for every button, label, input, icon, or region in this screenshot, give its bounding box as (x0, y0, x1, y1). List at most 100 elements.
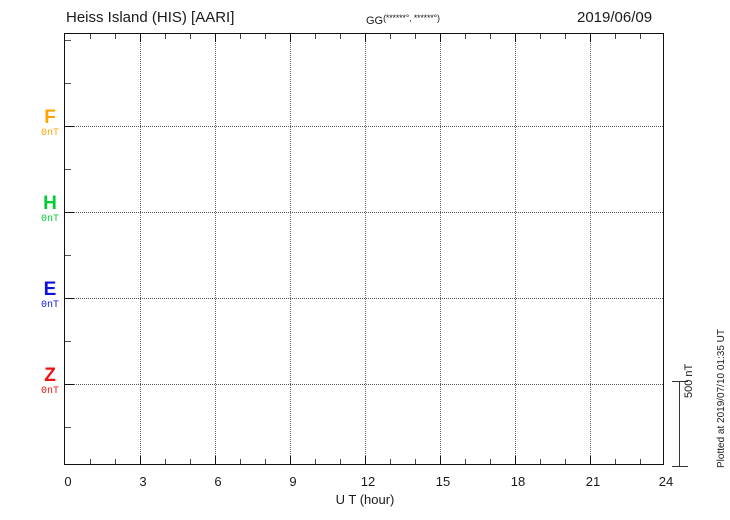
component-unit-f: 0nT (40, 128, 59, 139)
xtick-bottom (440, 456, 441, 464)
magnetogram-plot-area (64, 33, 664, 465)
gg-label: GG (366, 15, 384, 27)
ytick-major-z (65, 384, 74, 385)
baseline-e (65, 298, 663, 299)
xtick-label-24: 24 (658, 474, 674, 489)
xtick-label-3: 3 (139, 474, 147, 489)
xtick-top-minor (340, 34, 341, 39)
baseline-h (65, 212, 663, 213)
component-label-z: Z 0nT (30, 366, 70, 397)
xtick-bottom-minor (390, 459, 391, 464)
gridline-vertical (290, 34, 291, 464)
xtick-bottom-minor (165, 459, 166, 464)
xtick-label-6: 6 (214, 474, 222, 489)
component-label-e: E 0nT (30, 280, 70, 311)
xtick-bottom-minor (540, 459, 541, 464)
ytick-major-h (65, 212, 74, 213)
xtick-label-12: 12 (360, 474, 376, 489)
xtick-bottom (290, 456, 291, 464)
xtick-top-minor (615, 34, 616, 39)
xtick-bottom (365, 456, 366, 464)
ytick-major-e (65, 298, 74, 299)
xtick-bottom-minor (565, 459, 566, 464)
xtick-bottom-minor (340, 459, 341, 464)
gg-coordinate-values: (******°, ******°) (383, 13, 440, 23)
x-axis-title: U T (hour) (335, 492, 395, 507)
trace-e (65, 298, 663, 299)
xtick-bottom-minor (465, 459, 466, 464)
component-unit-h: 0nT (40, 214, 59, 225)
gridline-vertical (140, 34, 141, 464)
baseline-z (65, 384, 663, 385)
ytick-minor (65, 83, 71, 84)
scale-bar (672, 381, 688, 467)
xtick-top-minor (640, 34, 641, 39)
trace-f (65, 126, 663, 127)
xtick-bottom (590, 456, 591, 464)
plotted-timestamp: Plotted at 2019/07/10 01:35 UT (716, 329, 727, 468)
geographic-coordinates: GG(******°, ******°) (366, 13, 440, 27)
component-letter-h: H (43, 193, 57, 214)
xtick-label-9: 9 (289, 474, 297, 489)
xtick-top-minor (565, 34, 566, 39)
xtick-label-21: 21 (585, 474, 601, 489)
ytick-minor (65, 40, 71, 41)
gridline-vertical (440, 34, 441, 464)
xtick-top-minor (265, 34, 266, 39)
xtick-bottom-minor (615, 459, 616, 464)
xtick-bottom-minor (115, 459, 116, 464)
component-label-h: H 0nT (30, 194, 70, 225)
xtick-top-minor (490, 34, 491, 39)
xtick-top-minor (315, 34, 316, 39)
xtick-top (215, 34, 216, 42)
component-letter-e: E (43, 279, 57, 300)
xtick-label-0: 0 (64, 474, 72, 489)
scale-bar-cap-top (672, 381, 688, 382)
xtick-bottom-minor (190, 459, 191, 464)
component-letter-f: F (44, 107, 56, 128)
component-label-f: F 0nT (30, 108, 70, 139)
xtick-bottom (515, 456, 516, 464)
xtick-bottom-minor (240, 459, 241, 464)
xtick-top-minor (115, 34, 116, 39)
xtick-top-minor (540, 34, 541, 39)
xtick-bottom-minor (640, 459, 641, 464)
xtick-top (440, 34, 441, 42)
scale-bar-cap-bottom (672, 466, 688, 467)
trace-h (65, 212, 663, 213)
xtick-label-18: 18 (510, 474, 526, 489)
xtick-top (140, 34, 141, 42)
gridline-vertical (515, 34, 516, 464)
ytick-minor (65, 341, 71, 342)
xtick-bottom (215, 456, 216, 464)
plot-date: 2019/06/09 (577, 9, 653, 26)
gridline-vertical (365, 34, 366, 464)
page-title: Heiss Island (HIS) [AARI] (66, 9, 235, 26)
scale-bar-label: 500 nT (683, 363, 695, 398)
baseline-f (65, 126, 663, 127)
xtick-bottom-minor (415, 459, 416, 464)
xtick-top (365, 34, 366, 42)
chart-header: Heiss Island (HIS) [AARI] GG(******°, **… (0, 0, 730, 34)
gridline-vertical (215, 34, 216, 464)
component-unit-z: 0nT (40, 386, 59, 397)
gridline-vertical (590, 34, 591, 464)
xtick-bottom-minor (90, 459, 91, 464)
trace-z (65, 384, 663, 385)
ytick-minor (65, 255, 71, 256)
xtick-top (290, 34, 291, 42)
xtick-bottom-minor (490, 459, 491, 464)
xtick-top-minor (465, 34, 466, 39)
xtick-bottom-minor (315, 459, 316, 464)
xtick-bottom (140, 456, 141, 464)
component-unit-e: 0nT (40, 300, 59, 311)
ytick-minor (65, 427, 71, 428)
xtick-top (590, 34, 591, 42)
xtick-top-minor (90, 34, 91, 39)
ytick-major-f (65, 126, 74, 127)
ytick-minor (65, 169, 71, 170)
xtick-label-15: 15 (435, 474, 451, 489)
xtick-top-minor (190, 34, 191, 39)
component-letter-z: Z (44, 365, 56, 386)
xtick-top-minor (165, 34, 166, 39)
